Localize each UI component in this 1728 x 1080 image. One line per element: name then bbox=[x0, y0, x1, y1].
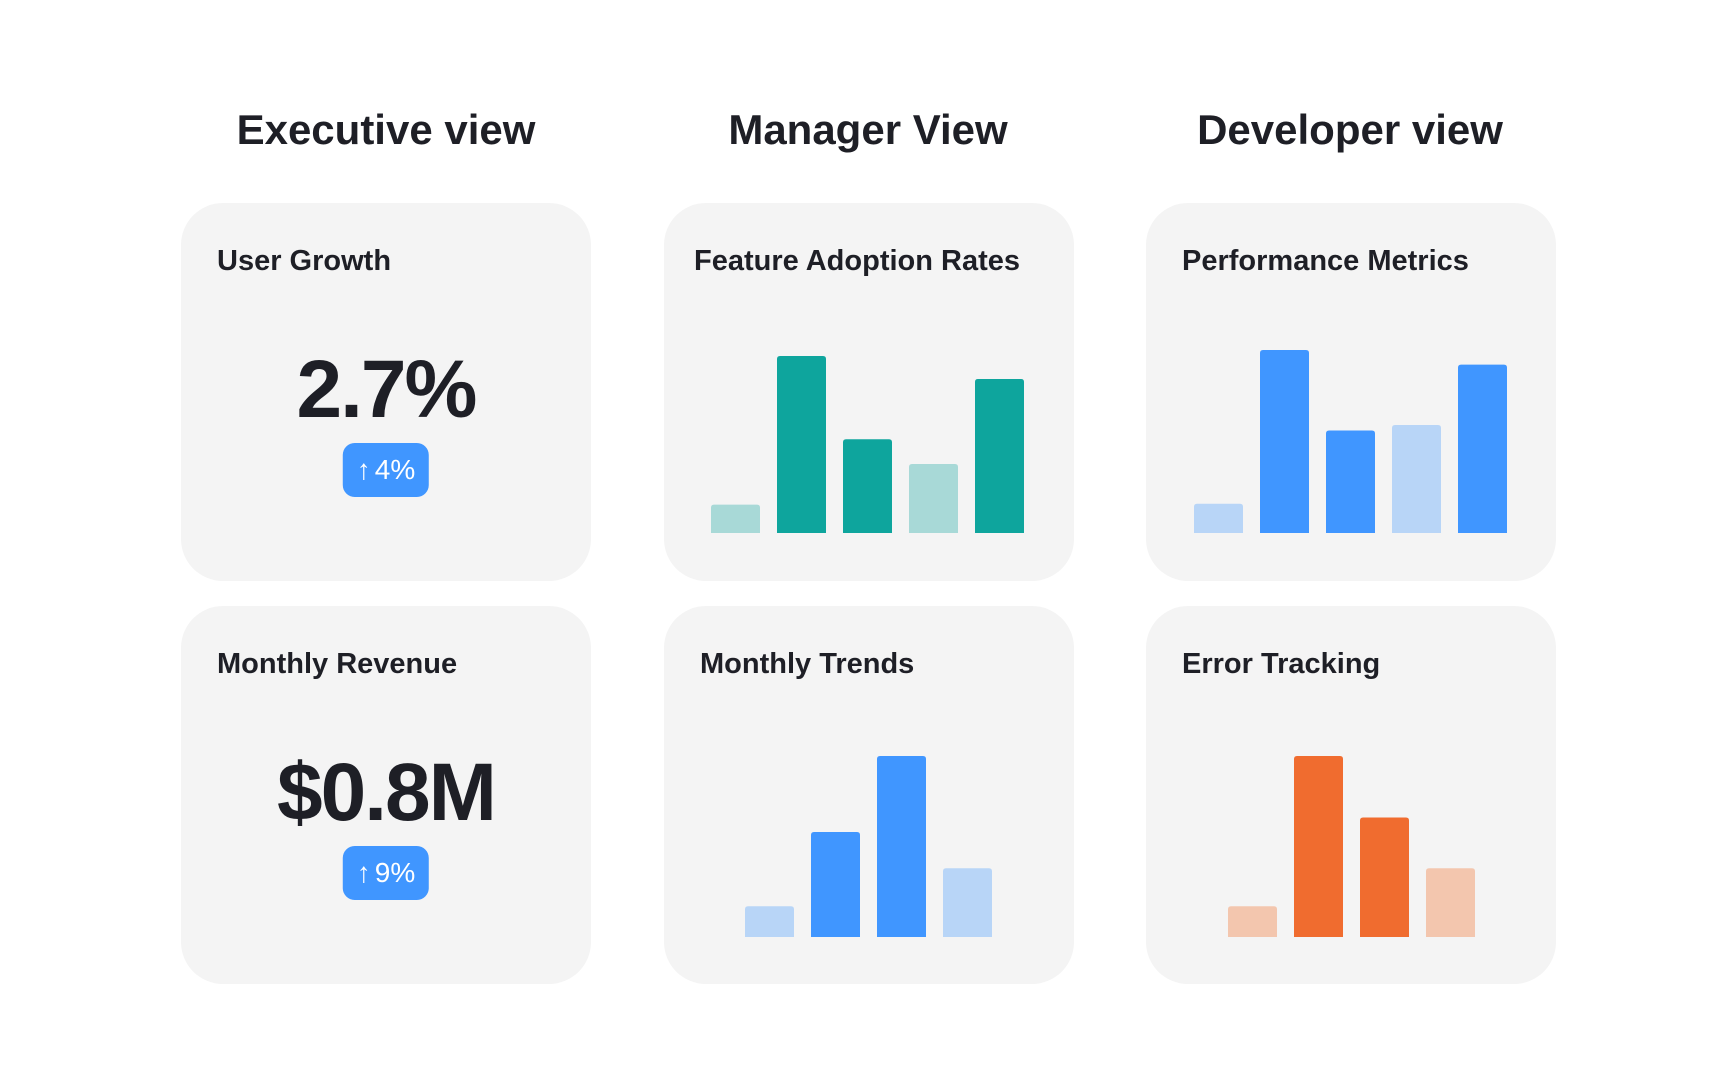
bar-4 bbox=[943, 868, 992, 937]
change-value: 9% bbox=[374, 857, 416, 888]
bar-4 bbox=[909, 463, 958, 533]
user-growth-card: User Growth 2.7% ↑ 4% bbox=[181, 203, 591, 581]
performance-metrics-card: Performance Metrics bbox=[1146, 203, 1556, 581]
monthly-revenue-card: Monthly Revenue $0.8M ↑ 9% bbox=[181, 606, 591, 984]
card-title: Feature Adoption Rates bbox=[694, 245, 1021, 277]
monthly-trends-card: Monthly Trends bbox=[664, 606, 1074, 984]
bar-2 bbox=[777, 356, 826, 533]
bar-1 bbox=[745, 906, 794, 937]
heading-manager-view: Manager View bbox=[728, 106, 1008, 153]
change-badge: ↑ 9% bbox=[342, 846, 430, 900]
bar-1 bbox=[711, 504, 760, 533]
bar-2 bbox=[1260, 350, 1309, 533]
bar-2 bbox=[811, 832, 860, 937]
error-tracking-card: Error Tracking bbox=[1146, 606, 1556, 984]
bar-3 bbox=[877, 756, 926, 937]
card-title: User Growth bbox=[217, 245, 392, 277]
bar-1 bbox=[1194, 503, 1243, 533]
arrow-up-icon: ↑ bbox=[356, 857, 371, 888]
card-title: Monthly Trends bbox=[700, 648, 915, 680]
metric-value: 2.7% bbox=[296, 344, 478, 435]
bar-4 bbox=[1426, 868, 1475, 937]
bar-3 bbox=[1360, 817, 1409, 937]
feature-adoption-card: Feature Adoption Rates bbox=[664, 203, 1074, 581]
change-value: 4% bbox=[374, 454, 416, 485]
bar-3 bbox=[843, 439, 892, 533]
bar-3 bbox=[1326, 430, 1375, 533]
heading-developer-view: Developer view bbox=[1197, 106, 1503, 153]
card-title: Error Tracking bbox=[1182, 648, 1381, 680]
card-title: Monthly Revenue bbox=[217, 648, 458, 680]
error-tracking-chart bbox=[1228, 756, 1475, 937]
arrow-up-icon: ↑ bbox=[356, 454, 371, 485]
performance-metrics-chart bbox=[1194, 350, 1507, 533]
change-badge: ↑ 4% bbox=[342, 443, 430, 497]
bar-2 bbox=[1294, 756, 1343, 937]
card-title: Performance Metrics bbox=[1182, 245, 1469, 277]
feature-adoption-chart bbox=[711, 356, 1024, 533]
bar-5 bbox=[1458, 364, 1507, 533]
monthly-trends-chart bbox=[745, 756, 992, 937]
bar-4 bbox=[1392, 425, 1441, 533]
bar-1 bbox=[1228, 906, 1277, 937]
metric-value: $0.8M bbox=[277, 747, 497, 838]
heading-executive-view: Executive view bbox=[236, 106, 536, 153]
bar-5 bbox=[975, 379, 1024, 533]
